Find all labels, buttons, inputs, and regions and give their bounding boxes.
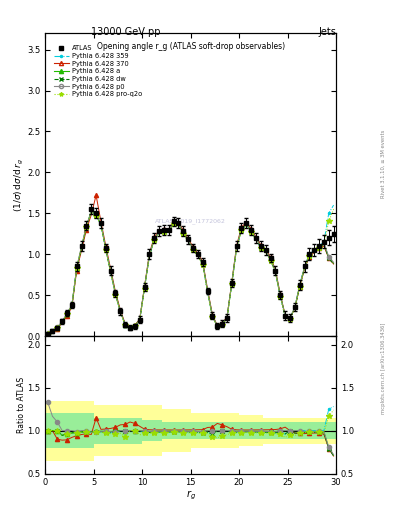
Y-axis label: Ratio to ATLAS: Ratio to ATLAS	[17, 377, 26, 433]
Text: Jets: Jets	[318, 27, 336, 37]
Legend: ATLAS, Pythia 6.428 359, Pythia 6.428 370, Pythia 6.428 a, Pythia 6.428 dw, Pyth: ATLAS, Pythia 6.428 359, Pythia 6.428 37…	[51, 42, 145, 100]
Text: 13000 GeV pp: 13000 GeV pp	[91, 27, 160, 37]
Text: Rivet 3.1.10, ≥ 3M events: Rivet 3.1.10, ≥ 3M events	[381, 130, 386, 198]
Y-axis label: $(1/\sigma)\,\mathrm{d}\sigma/\mathrm{d}\,r_g$: $(1/\sigma)\,\mathrm{d}\sigma/\mathrm{d}…	[13, 158, 26, 211]
Text: mcplots.cern.ch [arXiv:1306.3436]: mcplots.cern.ch [arXiv:1306.3436]	[381, 323, 386, 414]
Text: Opening angle r_g (ATLAS soft-drop observables): Opening angle r_g (ATLAS soft-drop obser…	[97, 42, 285, 51]
X-axis label: $r_g$: $r_g$	[185, 489, 196, 502]
Text: ATLAS_2019_I1772062: ATLAS_2019_I1772062	[155, 218, 226, 224]
